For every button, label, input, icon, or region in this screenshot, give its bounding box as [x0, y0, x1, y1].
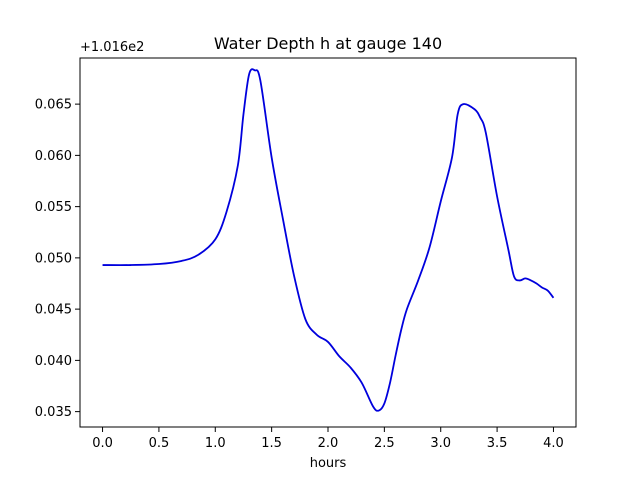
x-tick-label: 3.0	[430, 436, 451, 451]
x-tick-label: 2.0	[318, 436, 339, 451]
y-tick-label: 0.035	[35, 405, 72, 420]
x-axis-label: hours	[310, 456, 347, 471]
x-tick-label: 0.0	[92, 436, 113, 451]
x-tick-label: 1.0	[205, 436, 226, 451]
y-tick-label: 0.045	[35, 303, 72, 318]
chart-title: Water Depth h at gauge 140	[214, 34, 442, 53]
x-tick-label: 3.5	[487, 436, 508, 451]
x-tick-label: 1.5	[261, 436, 282, 451]
series-line-0	[102, 68, 555, 412]
y-offset-label: +1.016e2	[80, 40, 144, 55]
y-axis: 0.035 0.040 0.045 0.050 0.055 0.060 0.065	[35, 98, 80, 420]
x-tick-label: 0.5	[149, 436, 170, 451]
y-tick-label: 0.065	[35, 98, 72, 113]
x-tick-label: 2.5	[374, 436, 395, 451]
y-tick-label: 0.050	[35, 251, 72, 266]
y-tick-label: 0.040	[35, 354, 72, 369]
y-tick-label: 0.055	[35, 200, 72, 215]
x-axis: 0.0 0.5 1.0 1.5 2.0 2.5 3.0 3.5 4.0	[92, 427, 564, 451]
plot-area	[102, 68, 555, 412]
plot-frame	[79, 57, 577, 428]
x-tick-label: 4.0	[543, 436, 564, 451]
y-tick-label: 0.060	[35, 149, 72, 164]
